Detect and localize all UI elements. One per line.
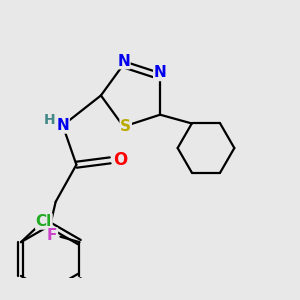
Text: N: N <box>117 54 130 69</box>
Text: S: S <box>120 119 131 134</box>
Text: N: N <box>56 118 69 133</box>
Text: F: F <box>47 228 57 243</box>
Text: H: H <box>43 113 55 127</box>
Text: O: O <box>113 152 127 169</box>
Text: Cl: Cl <box>36 214 52 229</box>
Text: N: N <box>154 65 166 80</box>
